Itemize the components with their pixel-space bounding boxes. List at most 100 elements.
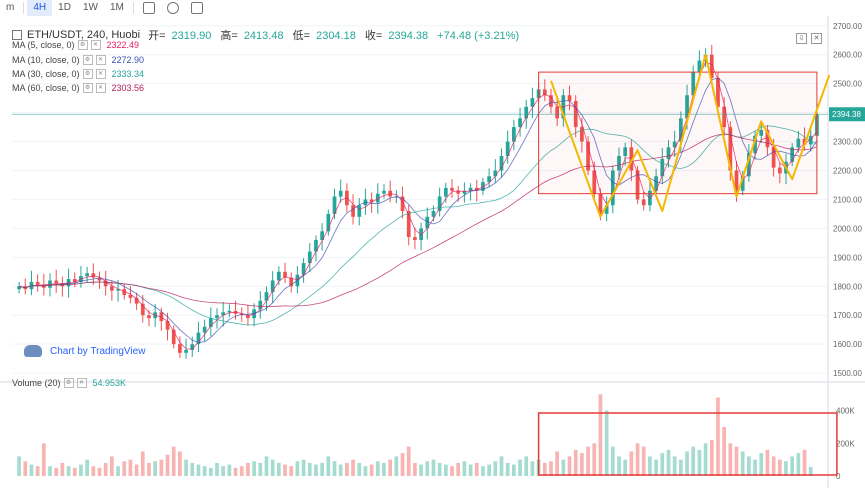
candle-body [400, 196, 405, 212]
symbol-header: ETH/USDT, 240, Huobi 开= 2319.90 高= 2413.48… [12, 27, 525, 43]
gear-icon[interactable]: ⚙ [63, 378, 74, 388]
gear-icon[interactable]: ⚙ [82, 69, 93, 79]
indicator-icon[interactable] [142, 2, 155, 14]
volume-bar [610, 446, 615, 476]
price-tick-label: 2200.00 [833, 167, 862, 176]
ma60-legend[interactable]: MA (60, close, 0) ⚙ ✕ 2303.56 [12, 83, 144, 93]
volume-bar [388, 459, 393, 476]
candle-body [759, 129, 764, 136]
volume-bar [499, 456, 504, 476]
volume-bar [709, 440, 714, 476]
volume-bar [17, 456, 21, 476]
timeframe-1m[interactable]: 1M [109, 2, 124, 13]
collapse-icon[interactable] [12, 30, 22, 40]
volume-bar [784, 461, 788, 476]
volume-bar [276, 462, 281, 476]
volume-value: 54.953K [92, 378, 127, 388]
arrow-down-icon[interactable]: ⇩ [796, 33, 807, 44]
candle-body [338, 190, 343, 197]
last-price-tag [829, 107, 865, 122]
timeframe-m[interactable]: m [6, 2, 15, 13]
candle-body [307, 251, 312, 264]
close-icon[interactable]: ✕ [76, 378, 87, 388]
volume-bar [666, 449, 671, 476]
branding-text: Chart by TradingView [50, 345, 146, 357]
tradingview-branding[interactable]: Chart by TradingView [24, 345, 145, 357]
ma5-value: 2322.49 [106, 40, 140, 50]
volume-bar [431, 459, 436, 476]
candle-body [505, 141, 510, 157]
candle-body [666, 147, 671, 159]
candle-body [586, 141, 590, 171]
close-value: 2394.38 [388, 30, 429, 42]
candle-body [493, 170, 498, 177]
candle-body [289, 277, 294, 287]
volume-bar [394, 456, 399, 476]
ma10-legend[interactable]: MA (10, close, 0) ⚙ ✕ 2272.90 [12, 55, 144, 65]
close-icon[interactable]: ✕ [95, 55, 106, 65]
volume-label: Volume (20) [12, 378, 61, 388]
ma5-line [19, 61, 818, 350]
price-tick-label: 1700.00 [833, 311, 862, 320]
timeframe-1w[interactable]: 1W [82, 2, 98, 13]
close-icon[interactable]: ✕ [90, 40, 101, 50]
volume-bar [580, 453, 584, 476]
volume-bar [35, 466, 40, 476]
candle-body [320, 231, 324, 240]
volume-bar [549, 461, 553, 476]
volume-bar [128, 459, 133, 476]
candle-body [116, 289, 120, 291]
volume-bar [140, 451, 145, 476]
volume-bar [598, 394, 603, 476]
symbol-name: ETH/USDT, 240, Huobi [27, 29, 141, 41]
gear-icon[interactable]: ⚙ [82, 83, 93, 93]
candle-body [524, 106, 529, 119]
price-tick-label: 1600.00 [833, 340, 862, 349]
timeframe-4h[interactable]: 4H [27, 0, 53, 16]
price-chart[interactable]: 1500.00 1600.00 1700.00 1800.00 1900.00 2000.… [0, 16, 865, 488]
price-tick-label: 1900.00 [833, 253, 862, 262]
ma30-legend[interactable]: MA (30, close, 0) ⚙ ✕ 2333.34 [12, 69, 144, 79]
candle-body [808, 135, 813, 145]
candle-body [499, 156, 504, 171]
volume-legend[interactable]: Volume (20) ⚙ ✕ 54.953K [12, 378, 126, 388]
volume-bar [586, 446, 590, 476]
gear-icon[interactable]: ⚙ [82, 55, 93, 65]
volume-bar [23, 461, 28, 476]
screenshot-icon[interactable] [190, 2, 203, 14]
candle-body [678, 118, 683, 142]
gear-icon[interactable]: ⚙ [77, 40, 88, 50]
volume-bar [437, 462, 442, 476]
timeframe-1d[interactable]: 1D [58, 2, 71, 13]
candle-body [567, 95, 572, 102]
close-icon[interactable]: ✕ [95, 83, 106, 93]
candle-body [184, 349, 188, 353]
volume-bar [351, 459, 355, 476]
volume-bar [493, 461, 498, 476]
ma5-legend[interactable]: MA (5, close, 0) ⚙ ✕ 2322.49 [12, 40, 139, 50]
volume-bar [542, 462, 547, 476]
close-icon[interactable]: ✕ [95, 69, 106, 79]
volume-bar [573, 449, 578, 476]
high-label: 高= [220, 30, 238, 42]
candle-body [215, 315, 219, 319]
volume-bar [48, 466, 52, 476]
volume-bar [110, 456, 114, 476]
candle-body [394, 196, 399, 198]
candle-body [72, 279, 77, 282]
candle-body [326, 213, 331, 232]
volume-bar [233, 467, 238, 476]
candle-body [258, 300, 263, 310]
volume-bar [802, 449, 807, 476]
volume-bar [808, 467, 813, 476]
close-pane-icon[interactable]: ✕ [811, 33, 822, 44]
candle-body [610, 170, 615, 206]
volume-bar [221, 466, 226, 476]
settings-icon[interactable] [166, 2, 179, 14]
volume-bar [623, 459, 628, 476]
ma60-label: MA (60, close, 0) [12, 83, 80, 93]
open-label: 开= [148, 30, 166, 42]
volume-bar [716, 397, 720, 476]
candle-body [549, 95, 553, 107]
volume-bar [567, 456, 572, 476]
